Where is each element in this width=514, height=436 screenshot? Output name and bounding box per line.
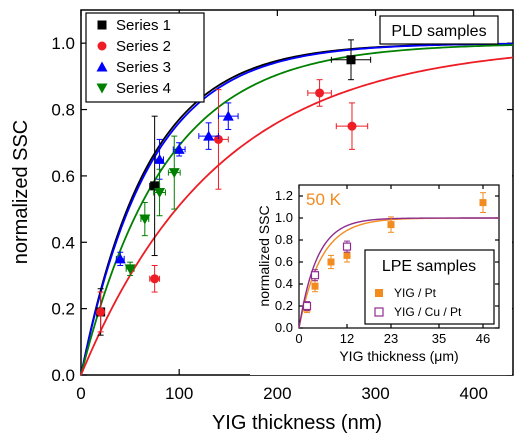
yig-pt-legend-label: YIG / Pt (394, 286, 437, 300)
main-data-points (96, 39, 372, 336)
y-tick-label: 0.4 (51, 233, 75, 252)
inset-fit-curves (298, 217, 499, 329)
series-3-legend-label: Series 3 (116, 59, 171, 76)
series-3-point (173, 143, 185, 154)
fit-curve-1 (298, 217, 499, 329)
series-3-legend-marker (96, 61, 108, 72)
yig-cu-pt-legend-label: YIG / Cu / Pt (394, 305, 462, 319)
series-2-legend-marker (97, 41, 107, 51)
x-tick-label: 400 (460, 384, 488, 403)
series-4-point (168, 168, 180, 179)
x-tick-label: 300 (361, 384, 389, 403)
lpe-samples-label: LPE samples (382, 258, 476, 275)
y-axis-title: normalized SSC (10, 120, 32, 265)
yig-pt-point (479, 199, 487, 207)
series-3-point (222, 110, 234, 121)
y-tick-label: 1.0 (51, 34, 75, 53)
x-tick-label: 0 (295, 331, 302, 346)
series-1-point (346, 55, 356, 65)
main-legend: Series 1 Series 2 Series 3 Series 4 (96, 17, 171, 97)
y-tick-label: 0.8 (51, 101, 75, 120)
series-3-point (114, 253, 126, 264)
series-3-point (154, 153, 166, 164)
y-tick-label: 0.2 (51, 300, 75, 319)
x-tick-label: 23 (384, 331, 398, 346)
y-tick-label: 0.0 (275, 320, 293, 335)
inset-plot-frame (298, 184, 500, 329)
inset-axis-ticks: 0 12 23 35 46 0.0 0.2 0.4 0.6 0.8 1.0 1.2 (275, 185, 499, 346)
yig-cu-pt-point (302, 301, 312, 311)
series-4-legend-label: Series 4 (116, 80, 171, 97)
series-1-point (150, 181, 160, 191)
y-tick-label: 1.0 (275, 210, 293, 225)
yig-pt-point (343, 251, 351, 259)
x-tick-label: 35 (432, 331, 446, 346)
series-2-point (347, 121, 357, 131)
inset-data-points (302, 192, 487, 314)
pld-samples-label: PLD samples (391, 23, 486, 40)
x-axis-title: YIG thickness (nm) (212, 412, 382, 434)
yig-pt-legend-marker (375, 289, 383, 297)
series-4-legend-marker (96, 83, 108, 94)
y-tick-label: 0.4 (275, 276, 293, 291)
fit-curve-3 (80, 56, 514, 376)
series-2-point (315, 88, 325, 98)
series-1-legend-marker (97, 20, 107, 30)
yig-pt-point (327, 258, 335, 266)
x-tick-label: 0 (76, 384, 85, 403)
y-tick-label: 0.8 (275, 232, 293, 247)
yig-cu-pt-point (310, 271, 320, 280)
y-tick-label: 0.2 (275, 298, 293, 313)
series-2-point (213, 134, 223, 144)
y-tick-label: 1.2 (275, 188, 293, 203)
y-tick-label: 0.0 (51, 366, 75, 385)
temperature-label: 50 K (306, 190, 342, 209)
series-4-point (139, 214, 151, 225)
x-tick-label: 46 (476, 331, 490, 346)
series-2-point (150, 274, 160, 284)
inset-legend-box (364, 249, 495, 325)
series-2-point (96, 307, 106, 317)
yig-pt-point (311, 282, 319, 290)
inset-legend: YIG / Pt YIG / Cu / Pt (374, 286, 462, 319)
yig-cu-pt-point (342, 242, 352, 251)
series-3-point (203, 130, 215, 141)
y-tick-label: 0.6 (51, 167, 75, 186)
yig-pt-point (387, 221, 395, 229)
inset-x-axis-title: YIG thickness (μm) (339, 348, 458, 364)
series-4-point (154, 188, 166, 198)
series-4-point (124, 264, 136, 275)
series-2-legend-label: Series 2 (116, 38, 171, 55)
inset-y-axis-title: normalized SSC (256, 205, 272, 306)
x-tick-label: 100 (165, 384, 193, 403)
y-tick-label: 0.6 (275, 254, 293, 269)
yig-cu-pt-legend-marker (374, 307, 384, 317)
x-tick-label: 200 (263, 384, 291, 403)
x-tick-label: 12 (340, 331, 354, 346)
pld-samples-box (379, 15, 499, 45)
fit-curve-1 (80, 42, 514, 376)
series-1-legend-label: Series 1 (116, 17, 171, 34)
